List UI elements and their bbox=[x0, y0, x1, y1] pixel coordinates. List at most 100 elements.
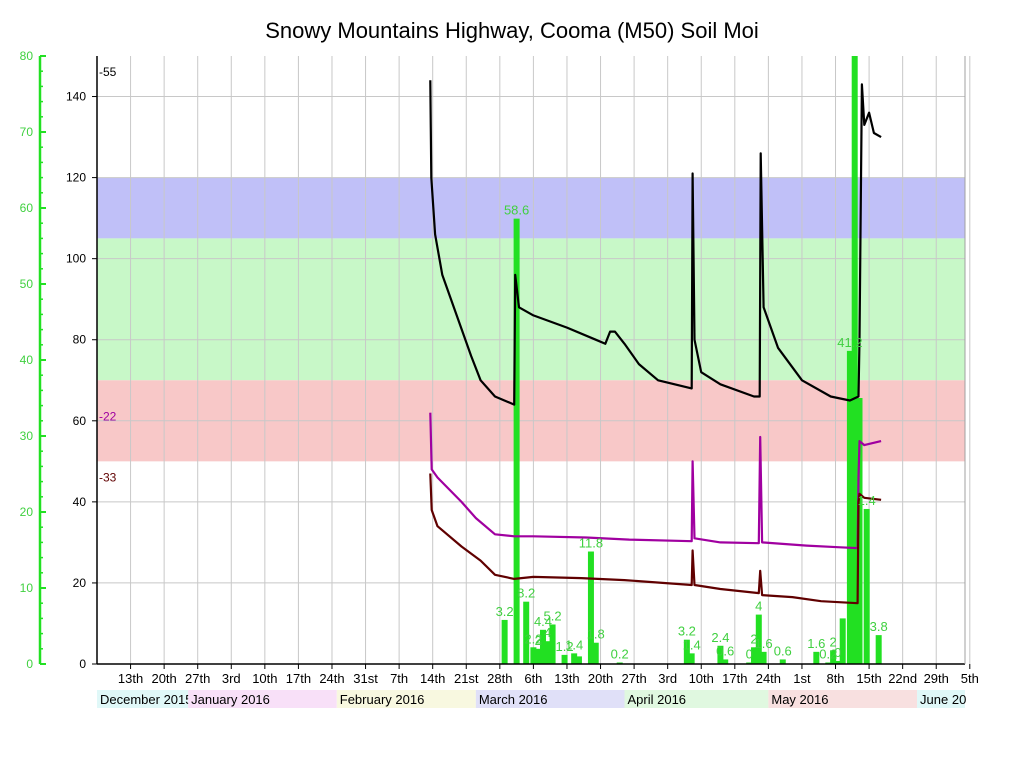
x-tick-label: 27th bbox=[185, 671, 210, 686]
month-label: December 2015 bbox=[100, 692, 193, 707]
rain-label: 0.6 bbox=[774, 643, 792, 658]
rain-label: 2.2 bbox=[524, 631, 542, 646]
rain-bar bbox=[616, 662, 623, 664]
y-tick-label: 20 bbox=[73, 576, 87, 590]
x-tick-label: 3rd bbox=[658, 671, 677, 686]
rain-label: 5.2 bbox=[544, 608, 562, 623]
month-band bbox=[624, 690, 769, 708]
month-label: April 2016 bbox=[628, 692, 687, 707]
rain-label: 0.6 bbox=[716, 643, 734, 658]
rain-label: 58.6 bbox=[504, 203, 529, 218]
rain-label: 2.4 bbox=[711, 630, 729, 645]
rain-label: 1.4 bbox=[565, 637, 583, 652]
rain-bar bbox=[513, 218, 520, 664]
rain-label: 1.8 bbox=[587, 627, 605, 642]
x-tick-label: 28th bbox=[487, 671, 512, 686]
x-tick-label: 24th bbox=[756, 671, 781, 686]
month-band bbox=[97, 690, 189, 708]
rain-label: 3.8 bbox=[870, 619, 888, 634]
x-tick-label: 13th bbox=[554, 671, 579, 686]
series-line--55 bbox=[429, 80, 882, 406]
y-tick-label: 140 bbox=[66, 90, 86, 104]
rain-label: 4.4 bbox=[534, 614, 552, 629]
rain-tick-label: 80 bbox=[20, 49, 34, 63]
rain-label: 8.2 bbox=[517, 586, 535, 601]
rain-tick-label: 60 bbox=[20, 201, 34, 215]
rain-bar bbox=[530, 647, 537, 664]
month-band bbox=[188, 690, 337, 708]
month-label: May 2016 bbox=[771, 692, 828, 707]
rain-tick-label: 50 bbox=[20, 277, 34, 291]
chart-title: Snowy Mountains Highway, Cooma (M50) Soi… bbox=[265, 18, 759, 43]
rain-bar bbox=[755, 614, 762, 664]
x-tick-label: 24th bbox=[319, 671, 344, 686]
rain-label: 2 bbox=[750, 631, 757, 646]
x-tick-label: 3rd bbox=[222, 671, 241, 686]
x-tick-label: 6th bbox=[524, 671, 542, 686]
rain-tick-label: 40 bbox=[20, 353, 34, 367]
rain-bar bbox=[825, 662, 832, 664]
month-label: February 2016 bbox=[340, 692, 425, 707]
x-tick-label: 21st bbox=[454, 671, 479, 686]
x-tick-label: 10th bbox=[252, 671, 277, 686]
rain-bar bbox=[539, 629, 546, 664]
rain-label: 1.6 bbox=[755, 636, 773, 651]
rain-bar bbox=[746, 662, 753, 664]
band-0 bbox=[97, 177, 965, 239]
rain-bar bbox=[587, 551, 594, 664]
month-label: March 2016 bbox=[479, 692, 548, 707]
series-label: -22 bbox=[99, 410, 117, 424]
rain-tick-label: 10 bbox=[20, 581, 34, 595]
rain-bar bbox=[779, 659, 786, 664]
x-tick-label: 27th bbox=[621, 671, 646, 686]
rain-bar bbox=[750, 647, 757, 664]
rain-bar bbox=[561, 654, 568, 664]
month-label: June 20 bbox=[920, 692, 966, 707]
month-band bbox=[917, 690, 965, 708]
x-tick-label: 8th bbox=[826, 671, 844, 686]
x-tick-label: 14th bbox=[420, 671, 445, 686]
rain-bar bbox=[688, 653, 695, 664]
rain-label: 3.2 bbox=[496, 604, 514, 619]
y-tick-label: 80 bbox=[73, 333, 87, 347]
rain-bar bbox=[875, 635, 882, 664]
rain-bar bbox=[856, 398, 863, 664]
rain-bar bbox=[544, 641, 551, 664]
x-tick-label: 7th bbox=[390, 671, 408, 686]
rain-label: 1.6 bbox=[807, 636, 825, 651]
rain-bar bbox=[839, 618, 846, 664]
rain-label: 0 bbox=[834, 645, 841, 660]
rain-bar bbox=[523, 601, 530, 664]
rain-bar bbox=[813, 651, 820, 664]
rain-bar bbox=[760, 651, 767, 664]
y-tick-label: 60 bbox=[73, 414, 87, 428]
rain-bar bbox=[501, 619, 508, 664]
rain-bar bbox=[722, 659, 729, 664]
rain-label: 0 bbox=[746, 646, 753, 661]
x-tick-label: 13th bbox=[118, 671, 143, 686]
rain-label: 1.4 bbox=[683, 637, 701, 652]
rain-label: 4 bbox=[755, 599, 762, 614]
rain-label: 3.2 bbox=[678, 624, 696, 639]
x-tick-label: 10th bbox=[689, 671, 714, 686]
rain-bar bbox=[549, 624, 556, 664]
rain-label: 41.2 bbox=[837, 335, 862, 350]
x-tick-label: 15th bbox=[856, 671, 881, 686]
x-tick-label: 20th bbox=[151, 671, 176, 686]
rain-bar bbox=[571, 653, 578, 664]
series-line--33 bbox=[429, 473, 882, 605]
y-tick-label: 40 bbox=[73, 495, 87, 509]
month-label: January 2016 bbox=[191, 692, 270, 707]
month-band bbox=[336, 690, 476, 708]
rain-tick-label: 70 bbox=[20, 125, 34, 139]
rain-bar bbox=[535, 648, 542, 664]
rain-label: 0.2 bbox=[611, 646, 629, 661]
rain-tick-label: 30 bbox=[20, 429, 34, 443]
y-tick-label: 100 bbox=[66, 252, 86, 266]
x-tick-label: 5th bbox=[961, 671, 979, 686]
series-label: -55 bbox=[99, 65, 117, 79]
x-tick-label: 31st bbox=[353, 671, 378, 686]
rain-bar bbox=[846, 350, 853, 664]
rain-tick-label: 20 bbox=[20, 505, 34, 519]
rain-bar bbox=[851, 56, 858, 664]
